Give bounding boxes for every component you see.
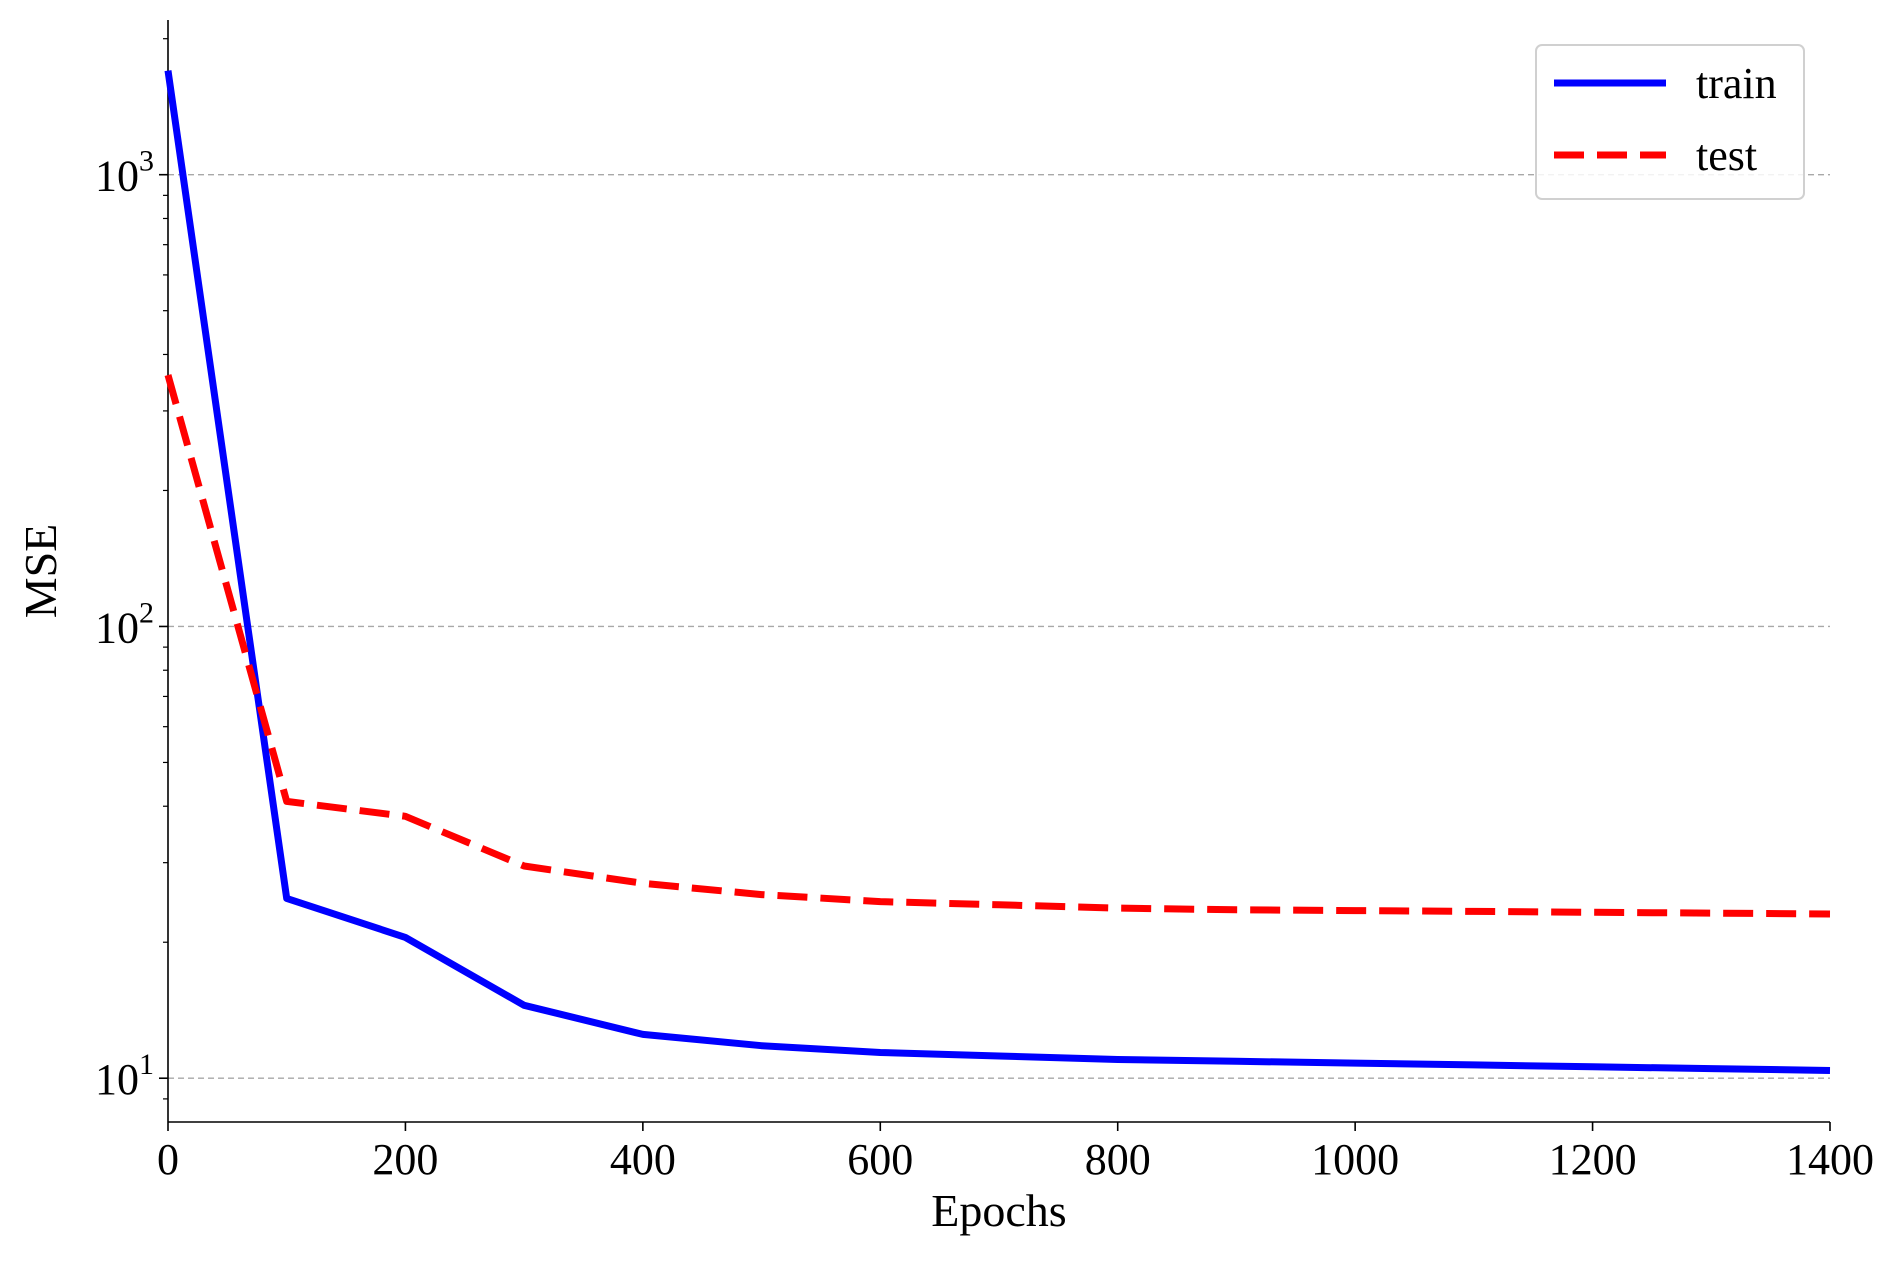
x-tick-label: 600 [847,1135,913,1184]
ticks-layer: 0 200 400 600 800 1000 1200 1400 101 102 103 [95,38,1874,1184]
y-tick-label: 103 [95,145,154,201]
labels-layer: Epochs MSE [15,524,1067,1236]
x-tick-label: 1200 [1549,1135,1637,1184]
x-tick-label: 1400 [1786,1135,1874,1184]
x-axis-label: Epochs [931,1185,1066,1236]
x-tick-label: 1000 [1311,1135,1399,1184]
y-tick-label: 102 [95,596,154,652]
legend: train test [1535,44,1805,200]
series-layer [164,70,1831,1074]
x-tick-label: 0 [157,1135,179,1184]
y-axis-label: MSE [15,524,66,619]
legend-label-test: test [1696,131,1757,180]
y-tick-label: 101 [95,1048,154,1104]
legend-label-train: train [1696,59,1777,108]
series-line-train [164,70,1831,1074]
x-tick-label: 400 [610,1135,676,1184]
x-tick-label: 800 [1085,1135,1151,1184]
axes-layer [167,20,1830,1123]
x-tick-label: 200 [372,1135,438,1184]
series-line-test [164,374,1831,918]
